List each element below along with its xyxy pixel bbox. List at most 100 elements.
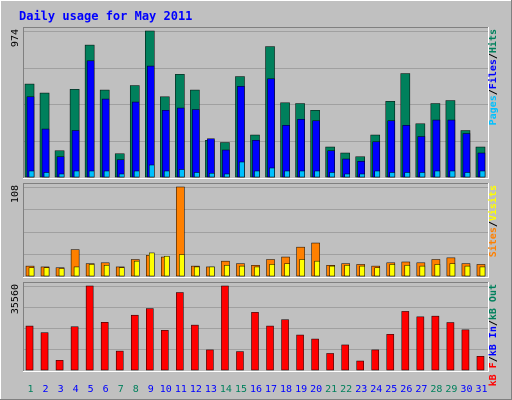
bar-files (86, 60, 95, 178)
day-label: 21 (325, 384, 337, 395)
bar-kbytes (40, 332, 49, 371)
bar-kbytes (221, 285, 229, 371)
bar-files (71, 130, 80, 178)
day-label: 3 (58, 384, 64, 395)
bar-kbytes (100, 322, 109, 371)
bar-pages (28, 170, 35, 178)
day-label: 30 (460, 384, 472, 395)
bar-kbytes (341, 344, 349, 371)
bar-files (387, 120, 396, 178)
bar-files (26, 96, 35, 178)
bar-kbytes (176, 292, 184, 371)
bar-pages (299, 170, 305, 178)
day-label: 20 (310, 384, 322, 395)
day-label: 5 (88, 384, 94, 395)
bar-kbytes (431, 315, 440, 371)
legend-label: kB F/kB In/kB Out (488, 284, 499, 386)
bar-visits (389, 264, 396, 277)
bar-files (192, 109, 200, 178)
y-max-label: 108 (10, 185, 21, 203)
bar-visits (28, 267, 35, 277)
chart-panels: 974Pages/Files/Hits108Sites/Visits35560k… (10, 27, 499, 386)
bar-visits (314, 260, 320, 277)
bar-visits (43, 267, 50, 277)
day-label: 9 (148, 384, 154, 395)
bar-pages (103, 170, 110, 178)
bar-visits (434, 264, 441, 277)
bar-kbytes (25, 325, 34, 371)
bar-pages (88, 170, 95, 178)
day-label: 18 (280, 384, 292, 395)
bar-visits (329, 265, 335, 277)
bar-visits (299, 259, 305, 277)
bar-pages (118, 173, 125, 178)
bar-files (101, 98, 110, 178)
bar-kbytes (386, 334, 395, 371)
legend-entry: / (488, 221, 499, 227)
legend-entry: Visits (487, 185, 499, 221)
bar-pages (194, 172, 200, 178)
panel-frame (23, 183, 489, 278)
bar-files (462, 133, 471, 178)
legend-label: Sites/Visits (487, 185, 499, 257)
bar-kbytes (356, 360, 364, 371)
day-label: 4 (73, 384, 79, 395)
bar-visits (88, 264, 95, 277)
bar-files (162, 110, 170, 178)
day-label: 1 (28, 384, 34, 395)
bar-kbytes (326, 353, 334, 371)
day-label: 25 (385, 384, 397, 395)
bar-visits (254, 266, 260, 277)
bar-pages (464, 172, 471, 178)
bar-kbytes (161, 330, 169, 371)
day-label: 6 (103, 384, 109, 395)
bar-visits (464, 265, 471, 277)
bar-kbytes (85, 285, 94, 371)
bar-kbytes (446, 322, 455, 371)
day-label: 19 (295, 384, 307, 395)
legend-entry: kB F (488, 362, 499, 386)
bar-files (402, 125, 411, 178)
legend-entry: / (488, 53, 499, 59)
bar-pages (269, 167, 275, 178)
day-label: 24 (370, 384, 382, 395)
bar-pages (389, 172, 396, 178)
day-label: 31 (475, 384, 487, 395)
day-label: 8 (133, 384, 139, 395)
bar-visits (269, 264, 275, 277)
bar-visits (209, 266, 215, 277)
bar-files (147, 65, 155, 178)
day-label: 17 (265, 384, 277, 395)
bar-pages (58, 173, 65, 178)
bar-kbytes (146, 308, 154, 371)
day-label: 16 (250, 384, 262, 395)
day-label: 10 (160, 384, 172, 395)
y-max-label: 35560 (10, 284, 21, 314)
bar-kbytes (70, 326, 79, 371)
bar-kbytes (191, 324, 199, 371)
day-label: 2 (43, 384, 49, 395)
bar-kbytes (266, 325, 274, 371)
bar-visits (149, 252, 155, 277)
bar-pages (179, 169, 185, 178)
day-label: 22 (340, 384, 352, 395)
bar-kbytes (476, 356, 485, 371)
bar-pages (133, 170, 140, 178)
bar-files (177, 107, 185, 178)
legend-entry: / (488, 89, 499, 95)
bar-pages (254, 170, 260, 178)
panel-kbytes: 35560 kB F/kB In/kB Out (10, 282, 499, 386)
day-label: 15 (235, 384, 247, 395)
day-label: 13 (205, 384, 217, 395)
bar-visits (179, 254, 185, 277)
bar-files (267, 78, 275, 178)
bar-pages (329, 172, 335, 178)
bar-pages (239, 161, 245, 178)
bar-files (282, 125, 290, 178)
legend-entry: Pages (488, 95, 499, 125)
panel-visits: 108 Sites/Visits (10, 183, 499, 278)
bar-kbytes (371, 349, 380, 371)
bar-visits (118, 267, 125, 277)
bar-files (447, 119, 456, 178)
